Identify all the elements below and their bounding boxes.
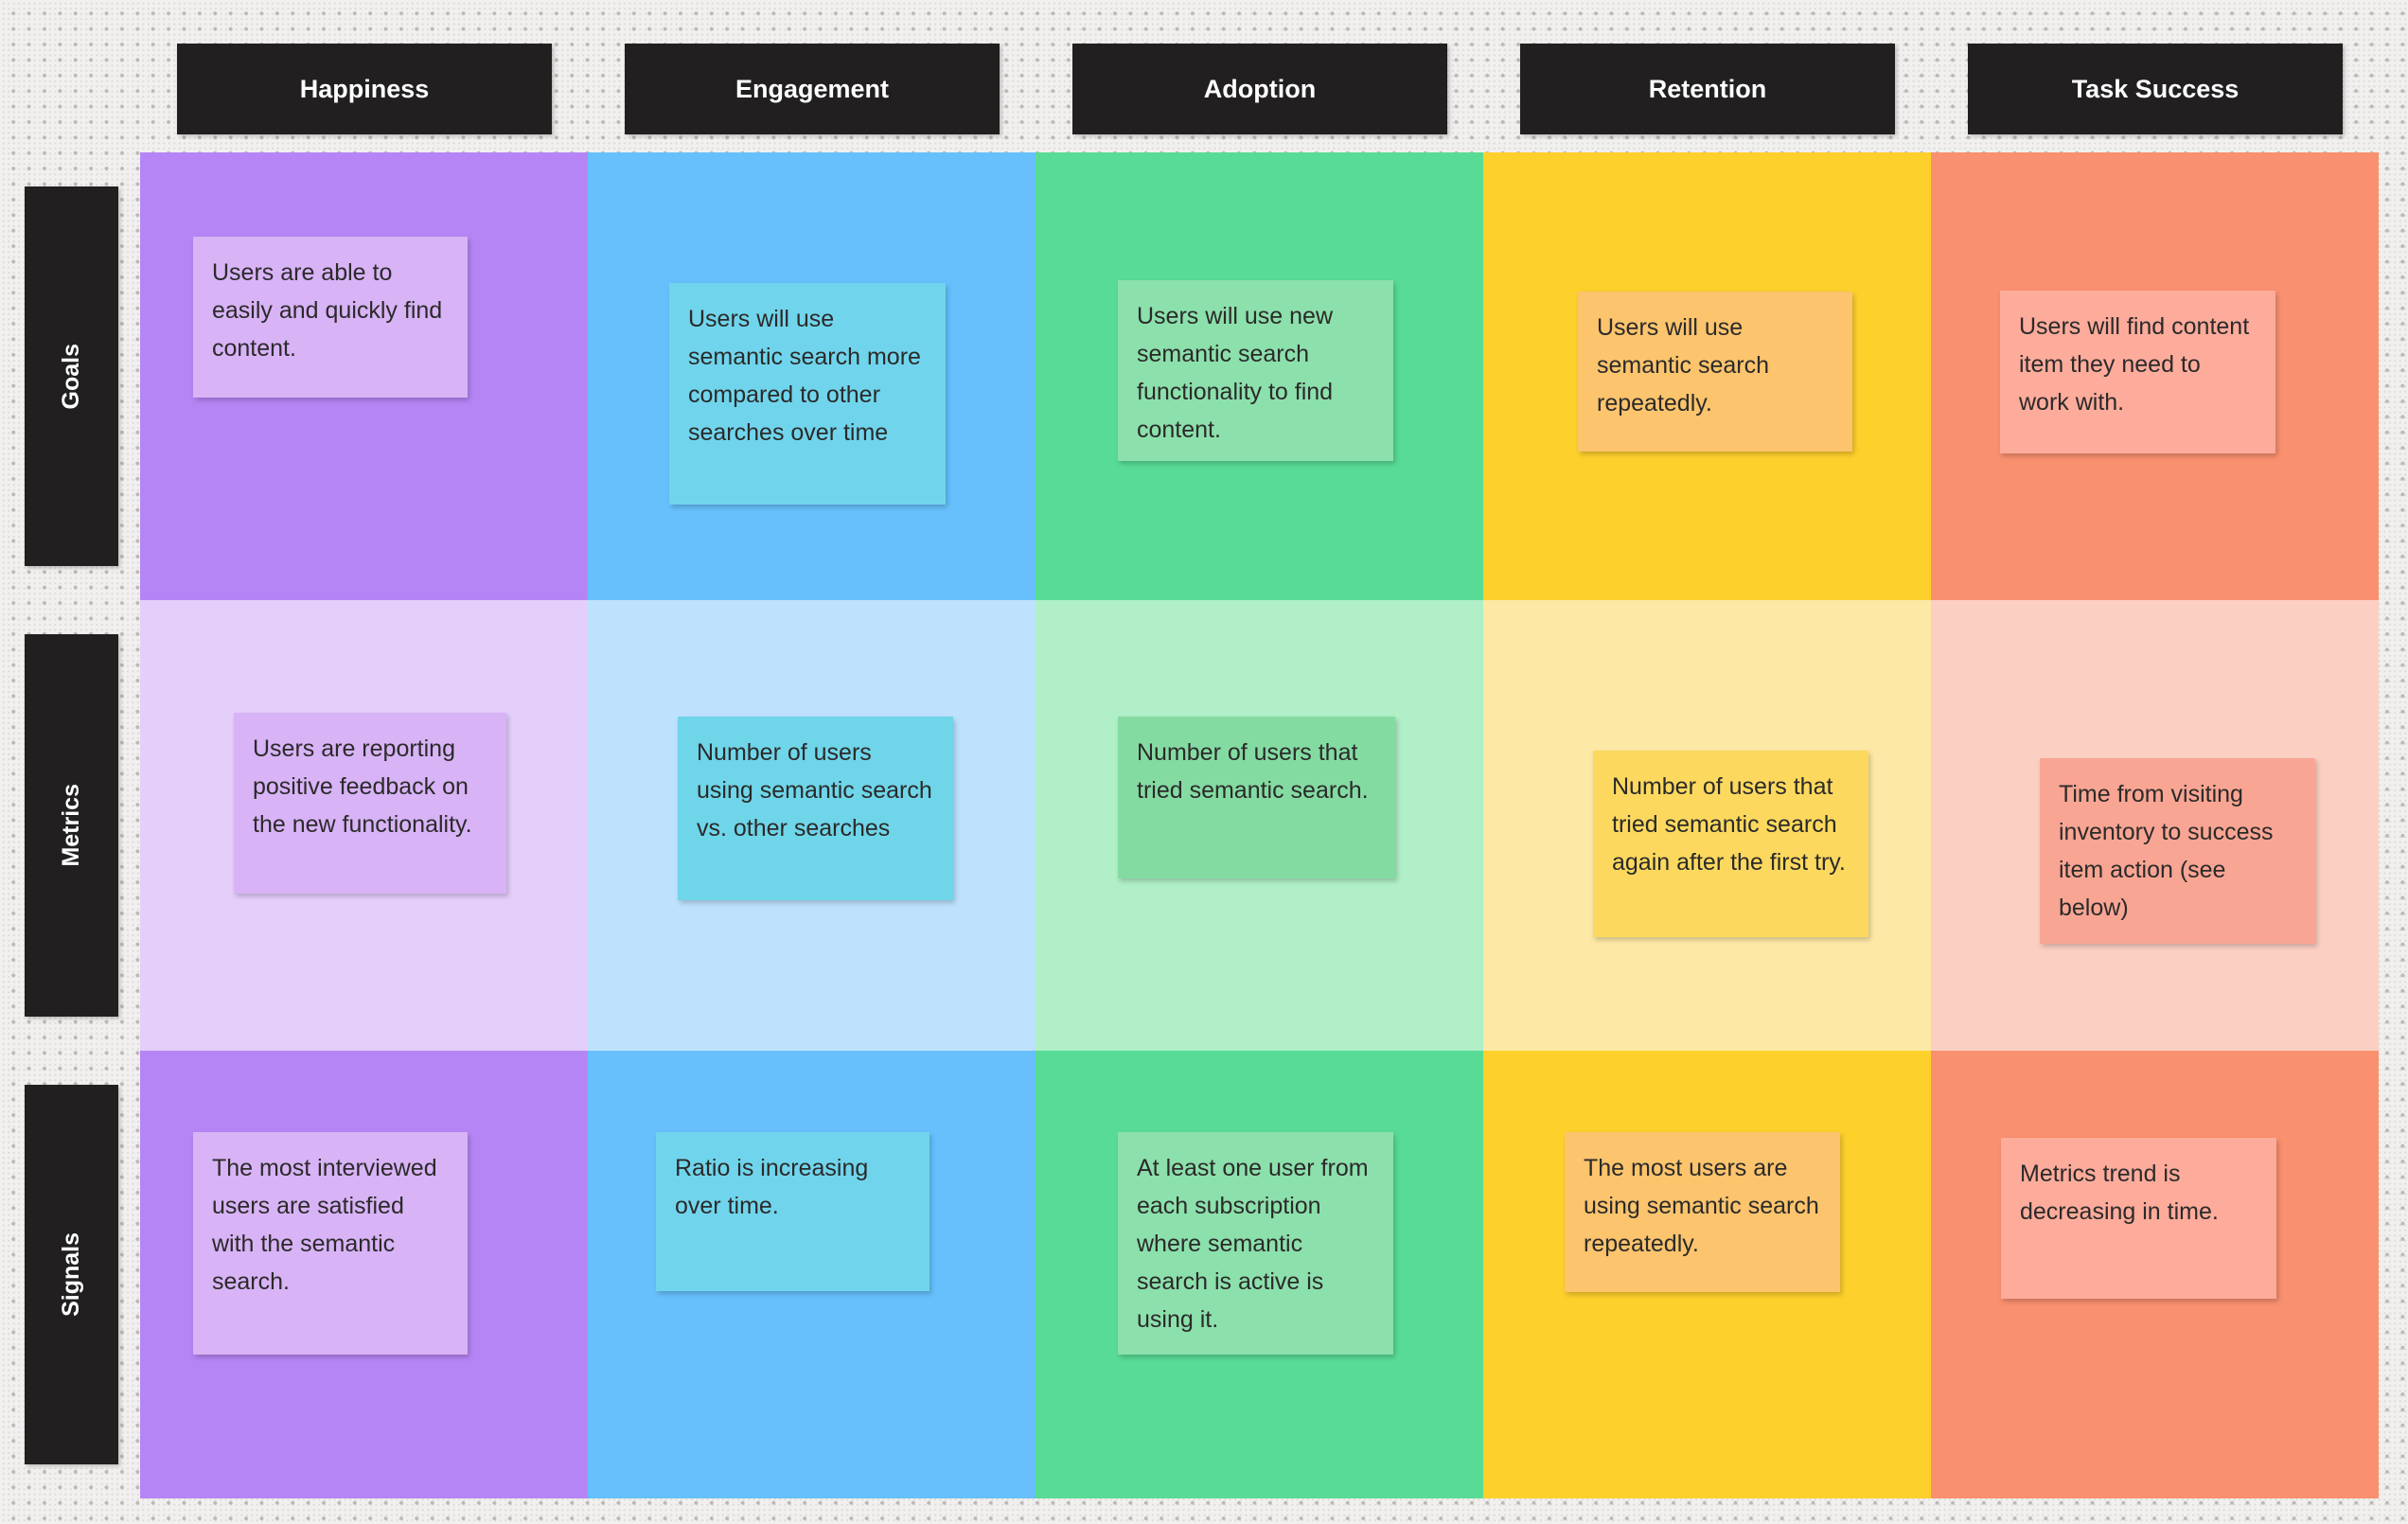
column-header-label: Task Success: [2071, 74, 2240, 103]
column-header-adoption[interactable]: Adoption: [1072, 44, 1447, 134]
sticky-note-text: The most interviewed users are satisfied…: [212, 1155, 437, 1295]
sticky-note[interactable]: Ratio is increasing over time.: [656, 1132, 930, 1291]
sticky-note[interactable]: Users are able to easily and quickly fin…: [193, 237, 468, 398]
sticky-note[interactable]: Users will use semantic search repeatedl…: [1578, 292, 1852, 452]
cell-goals-engagement[interactable]: Users will use semantic search more comp…: [588, 152, 1036, 600]
column-header-label: Happiness: [299, 74, 430, 103]
column-header-label: Adoption: [1203, 74, 1317, 103]
sticky-note-text: Time from visiting inventory to success …: [2059, 781, 2274, 921]
sticky-note-text: Number of users using semantic search vs…: [697, 739, 932, 842]
cell-signals-happiness[interactable]: The most interviewed users are satisfied…: [140, 1051, 588, 1498]
cell-metrics-engagement[interactable]: Number of users using semantic search vs…: [588, 600, 1036, 1051]
sticky-note[interactable]: Users will use new semantic search funct…: [1118, 280, 1393, 461]
sticky-note[interactable]: The most interviewed users are satisfied…: [193, 1132, 468, 1355]
cell-metrics-task-success[interactable]: Time from visiting inventory to success …: [1931, 600, 2379, 1051]
cell-goals-adoption[interactable]: Users will use new semantic search funct…: [1036, 152, 1483, 600]
row-label-text: Goals: [58, 343, 84, 410]
sticky-note-text: Users will find content item they need t…: [2019, 313, 2250, 416]
sticky-note-text: Metrics trend is decreasing in time.: [2020, 1161, 2219, 1225]
row-label-signals[interactable]: Signals: [25, 1085, 118, 1464]
sticky-note[interactable]: At least one user from each subscription…: [1118, 1132, 1393, 1355]
sticky-note-text: Users will use semantic search repeatedl…: [1597, 314, 1770, 416]
sticky-note-text: The most users are using semantic search…: [1584, 1155, 1819, 1257]
column-header-label: Engagement: [735, 74, 890, 103]
row-label-text: Signals: [58, 1232, 84, 1317]
sticky-note[interactable]: Number of users that tried semantic sear…: [1593, 751, 1868, 937]
sticky-note[interactable]: Users will find content item they need t…: [2000, 291, 2275, 453]
cell-signals-task-success[interactable]: Metrics trend is decreasing in time.: [1931, 1051, 2379, 1498]
sticky-note[interactable]: Number of users using semantic search vs…: [678, 717, 953, 900]
cell-goals-retention[interactable]: Users will use semantic search repeatedl…: [1483, 152, 1931, 600]
cell-metrics-happiness[interactable]: Users are reporting positive feedback on…: [140, 600, 588, 1051]
row-label-text: Metrics: [58, 784, 84, 867]
sticky-note-text: Ratio is increasing over time.: [675, 1155, 869, 1219]
sticky-note-text: Users are reporting positive feedback on…: [253, 735, 472, 838]
column-header-retention[interactable]: Retention: [1520, 44, 1895, 134]
cell-goals-happiness[interactable]: Users are able to easily and quickly fin…: [140, 152, 588, 600]
row-label-goals[interactable]: Goals: [25, 186, 118, 566]
sticky-note-text: Users will use new semantic search funct…: [1137, 303, 1334, 443]
cell-metrics-retention[interactable]: Number of users that tried semantic sear…: [1483, 600, 1931, 1051]
sticky-note[interactable]: Users will use semantic search more comp…: [669, 283, 946, 505]
column-header-label: Retention: [1648, 74, 1767, 103]
cell-signals-adoption[interactable]: At least one user from each subscription…: [1036, 1051, 1483, 1498]
cell-signals-engagement[interactable]: Ratio is increasing over time.: [588, 1051, 1036, 1498]
cell-goals-task-success[interactable]: Users will find content item they need t…: [1931, 152, 2379, 600]
column-header-engagement[interactable]: Engagement: [625, 44, 1000, 134]
sticky-note[interactable]: Time from visiting inventory to success …: [2040, 758, 2315, 944]
sticky-note-text: Users will use semantic search more comp…: [688, 306, 921, 446]
sticky-note-text: Number of users that tried semantic sear…: [1612, 773, 1846, 876]
column-header-task-success[interactable]: Task Success: [1968, 44, 2343, 134]
sticky-note[interactable]: Users are reporting positive feedback on…: [234, 713, 506, 894]
cell-metrics-adoption[interactable]: Number of users that tried semantic sear…: [1036, 600, 1483, 1051]
column-header-happiness[interactable]: Happiness: [177, 44, 552, 134]
cell-signals-retention[interactable]: The most users are using semantic search…: [1483, 1051, 1931, 1498]
sticky-note-text: Users are able to easily and quickly fin…: [212, 259, 443, 362]
sticky-note-text: At least one user from each subscription…: [1137, 1155, 1369, 1333]
sticky-note[interactable]: Number of users that tried semantic sear…: [1118, 717, 1395, 878]
sticky-note[interactable]: Metrics trend is decreasing in time.: [2001, 1138, 2276, 1299]
sticky-note[interactable]: The most users are using semantic search…: [1565, 1132, 1840, 1292]
row-label-metrics[interactable]: Metrics: [25, 634, 118, 1017]
sticky-note-text: Number of users that tried semantic sear…: [1137, 739, 1369, 804]
